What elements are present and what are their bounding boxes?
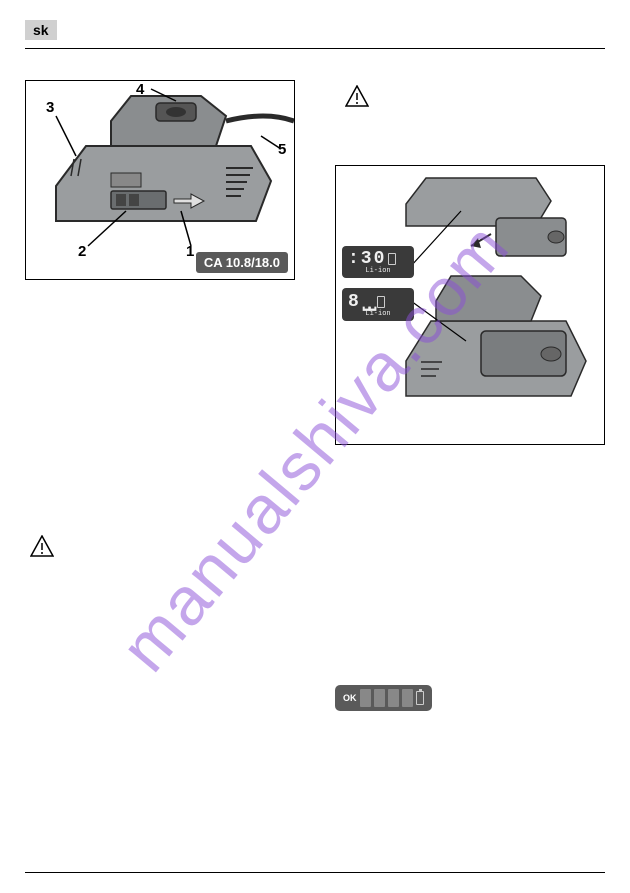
- segment-digit: [374, 689, 385, 707]
- figure-charger-overview: 1 2 3 4 5 CA 10.8/18.0: [25, 80, 295, 280]
- figure-battery-insertion: :30 Li-ion 8 ⎵⎵ Li-ion: [335, 165, 605, 445]
- top-divider: [25, 48, 605, 49]
- callout-3: 3: [46, 99, 54, 116]
- lcd-display-time: :30 Li-ion: [342, 246, 414, 278]
- display-ok-indicator: OK: [335, 685, 432, 711]
- segment-digit: [402, 689, 413, 707]
- battery-icon: [416, 691, 424, 705]
- callout-2: 2: [78, 243, 86, 260]
- callout-4: 4: [136, 81, 144, 98]
- caution-icon: [345, 85, 369, 107]
- charger-diagram-svg: [26, 81, 294, 279]
- callout-1: 1: [186, 243, 194, 260]
- ok-label: OK: [343, 693, 357, 703]
- caution-icon: [30, 535, 54, 557]
- callout-5: 5: [278, 141, 286, 158]
- manual-page: sk: [0, 0, 630, 893]
- lcd-display-status: 8 ⎵⎵ Li-ion: [342, 288, 414, 321]
- bottom-divider: [25, 872, 605, 873]
- segment-digit: [388, 689, 399, 707]
- model-label: CA 10.8/18.0: [196, 252, 288, 273]
- segment-digit: [360, 689, 371, 707]
- lcd2-value: 8: [348, 292, 361, 312]
- language-badge: sk: [25, 20, 57, 40]
- lcd1-value: :30: [348, 249, 386, 269]
